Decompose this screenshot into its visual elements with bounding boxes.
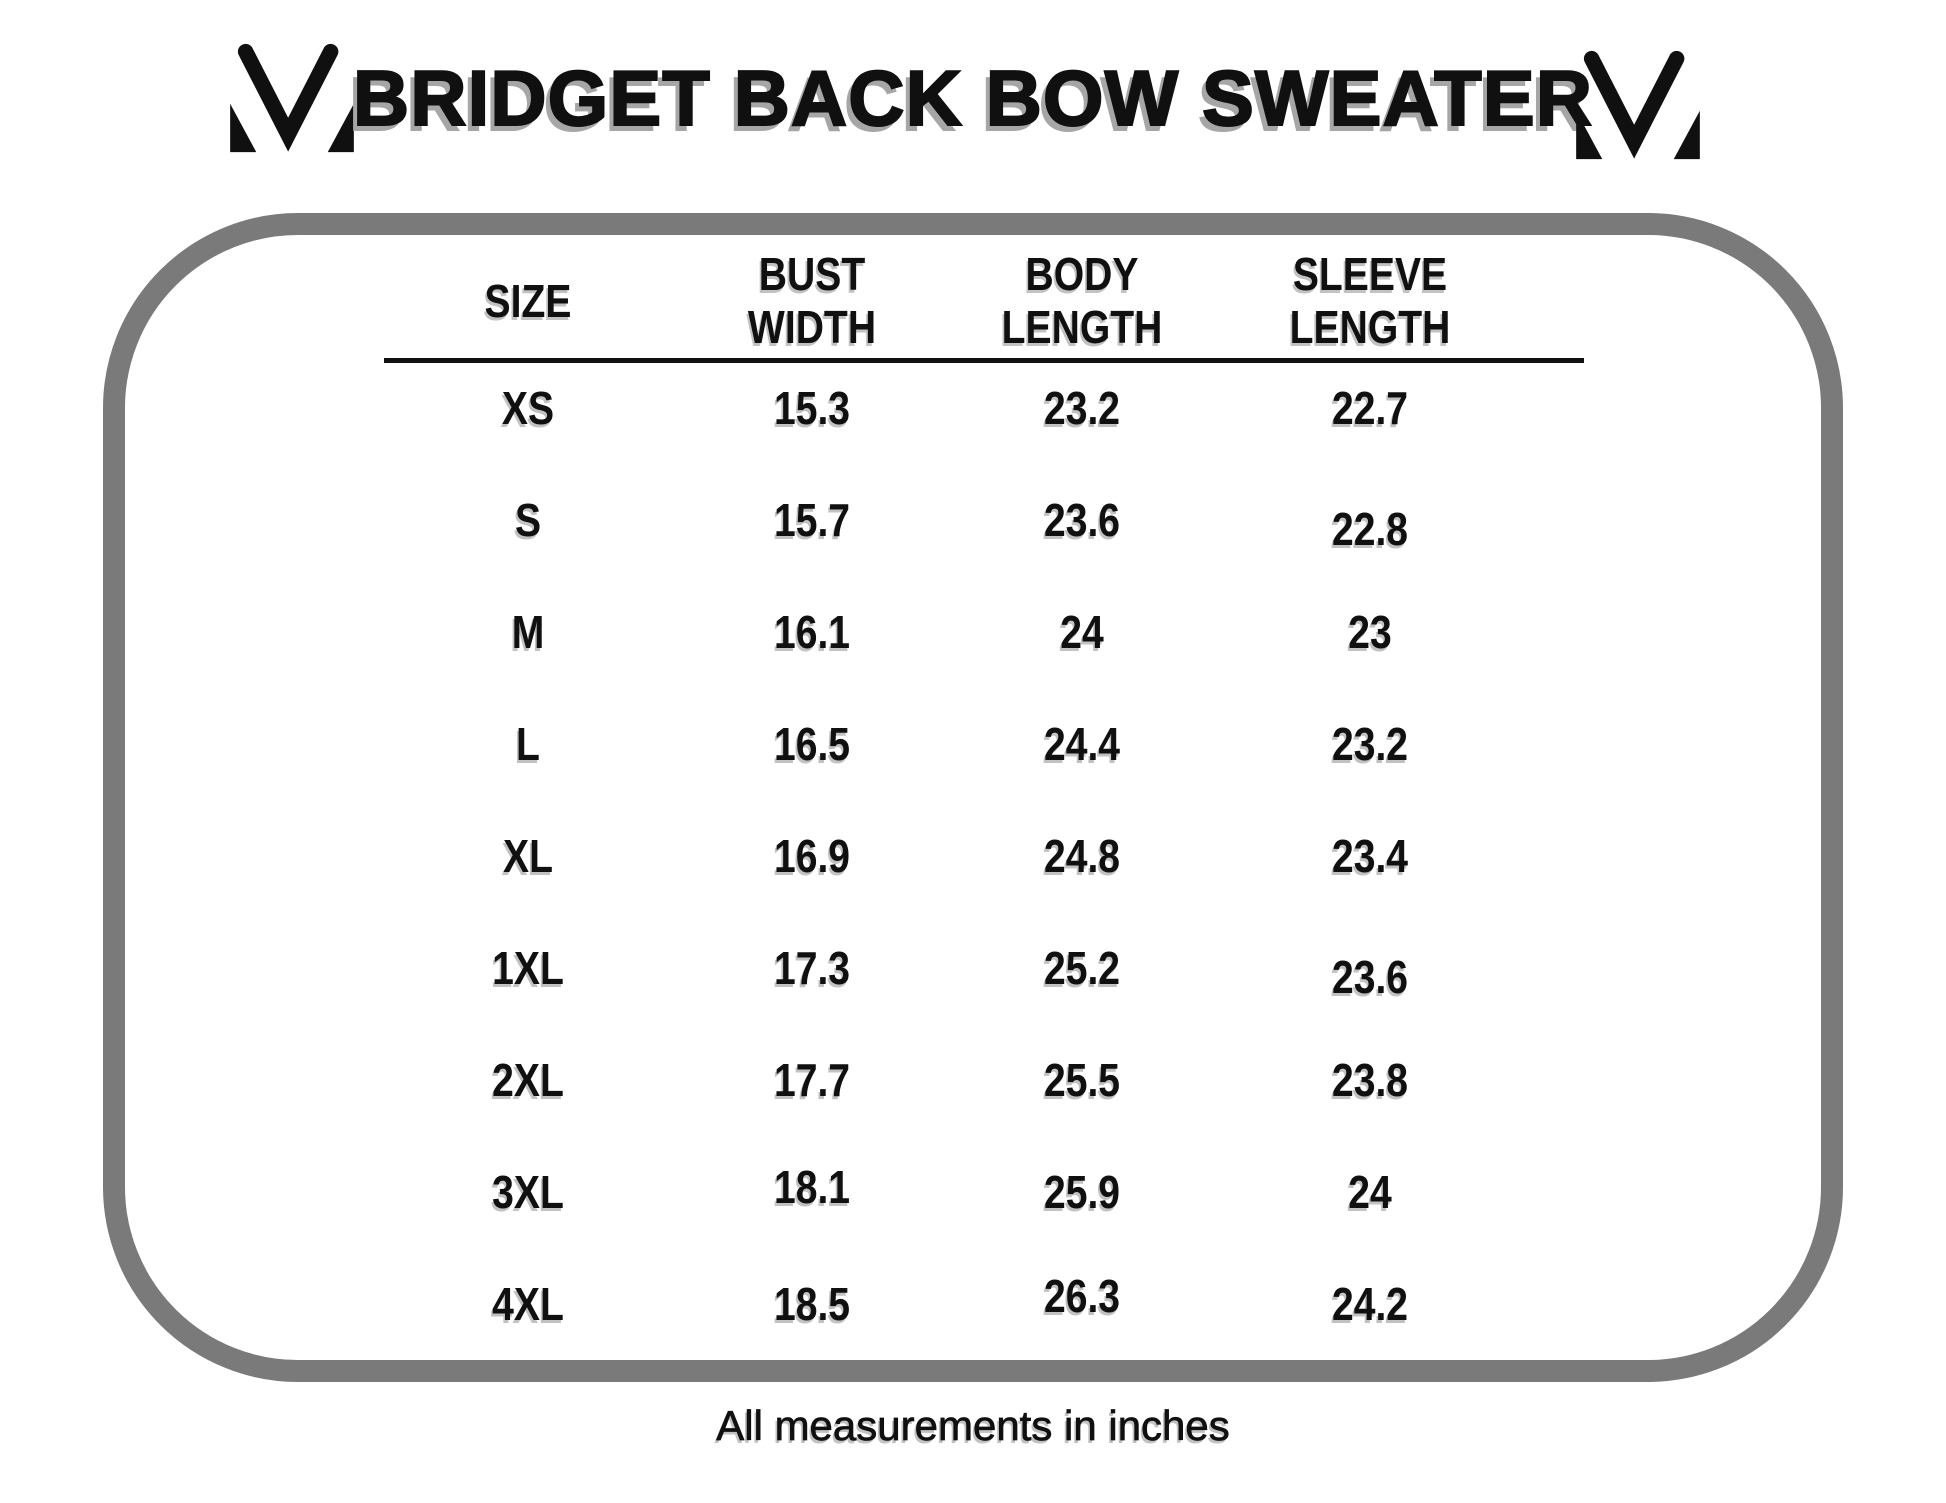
size-label: 1XL bbox=[492, 941, 564, 994]
size-label: 3XL bbox=[492, 1165, 564, 1218]
measurement-value: 18.5 bbox=[773, 1277, 851, 1330]
measurement-value: 23 bbox=[1348, 605, 1392, 658]
measurement-value: 22.7 bbox=[1331, 381, 1409, 434]
measurement-value: 23.2 bbox=[1043, 381, 1121, 434]
measurement-value: 23.6 bbox=[1043, 493, 1121, 546]
measurement-value: 16.5 bbox=[773, 717, 851, 770]
measurement-value: 24.4 bbox=[1043, 717, 1121, 770]
column-header-bust: BUST WIDTH bbox=[747, 248, 877, 353]
size-label: S bbox=[514, 493, 542, 546]
measurement-value: 24 bbox=[1060, 605, 1104, 658]
column-header-sleeve: SLEEVE LENGTH bbox=[1289, 248, 1451, 353]
size-label: M bbox=[511, 605, 545, 658]
size-label: XS bbox=[501, 381, 555, 434]
size-label: XL bbox=[503, 829, 553, 882]
measurement-value: 15.7 bbox=[773, 493, 851, 546]
column-header-body: BODY LENGTH bbox=[1001, 248, 1163, 353]
measurement-value: 25.5 bbox=[1043, 1053, 1121, 1106]
measurement-value: 17.3 bbox=[773, 941, 851, 994]
brand-logo-icon bbox=[1576, 50, 1700, 160]
size-label: L bbox=[516, 717, 540, 770]
measurement-value: 25.9 bbox=[1043, 1165, 1121, 1218]
measurement-value: 25.2 bbox=[1043, 941, 1121, 994]
brand-logo-icon bbox=[230, 43, 354, 153]
measurement-value: 16.9 bbox=[773, 829, 851, 882]
measurement-value: 16.1 bbox=[773, 605, 851, 658]
column-header-size: SIZE bbox=[484, 274, 572, 327]
size-label: 4XL bbox=[492, 1277, 564, 1330]
size-label: 2XL bbox=[492, 1053, 564, 1106]
measurement-value: 22.8 bbox=[1331, 502, 1409, 555]
size-table-header: SIZE BUST WIDTH BODY LENGTH SLEEVE LENGT… bbox=[384, 246, 1528, 356]
measurement-value: 26.3 bbox=[1043, 1269, 1121, 1322]
measurement-value: 24.8 bbox=[1043, 829, 1121, 882]
measurement-value: 23.8 bbox=[1331, 1053, 1409, 1106]
measurement-value: 23.2 bbox=[1331, 717, 1409, 770]
measurement-value: 15.3 bbox=[773, 381, 851, 434]
measurement-value: 17.7 bbox=[773, 1053, 851, 1106]
header-divider-line bbox=[384, 358, 1584, 363]
measurement-value: 18.1 bbox=[773, 1160, 851, 1213]
chart-frame bbox=[103, 213, 1843, 1382]
page-title: BRIDGET BACK BOW SWEATER bbox=[352, 54, 1594, 142]
measurement-value: 24.2 bbox=[1331, 1277, 1409, 1330]
measurement-value: 23.6 bbox=[1331, 950, 1409, 1003]
size-table: XS 15.3 23.2 22.7 S 15.7 23.6 22.8 M 16.… bbox=[384, 352, 1528, 1360]
measurements-note: All measurements in inches bbox=[716, 1402, 1230, 1450]
measurement-value: 23.4 bbox=[1331, 829, 1409, 882]
measurement-value: 24 bbox=[1348, 1165, 1392, 1218]
